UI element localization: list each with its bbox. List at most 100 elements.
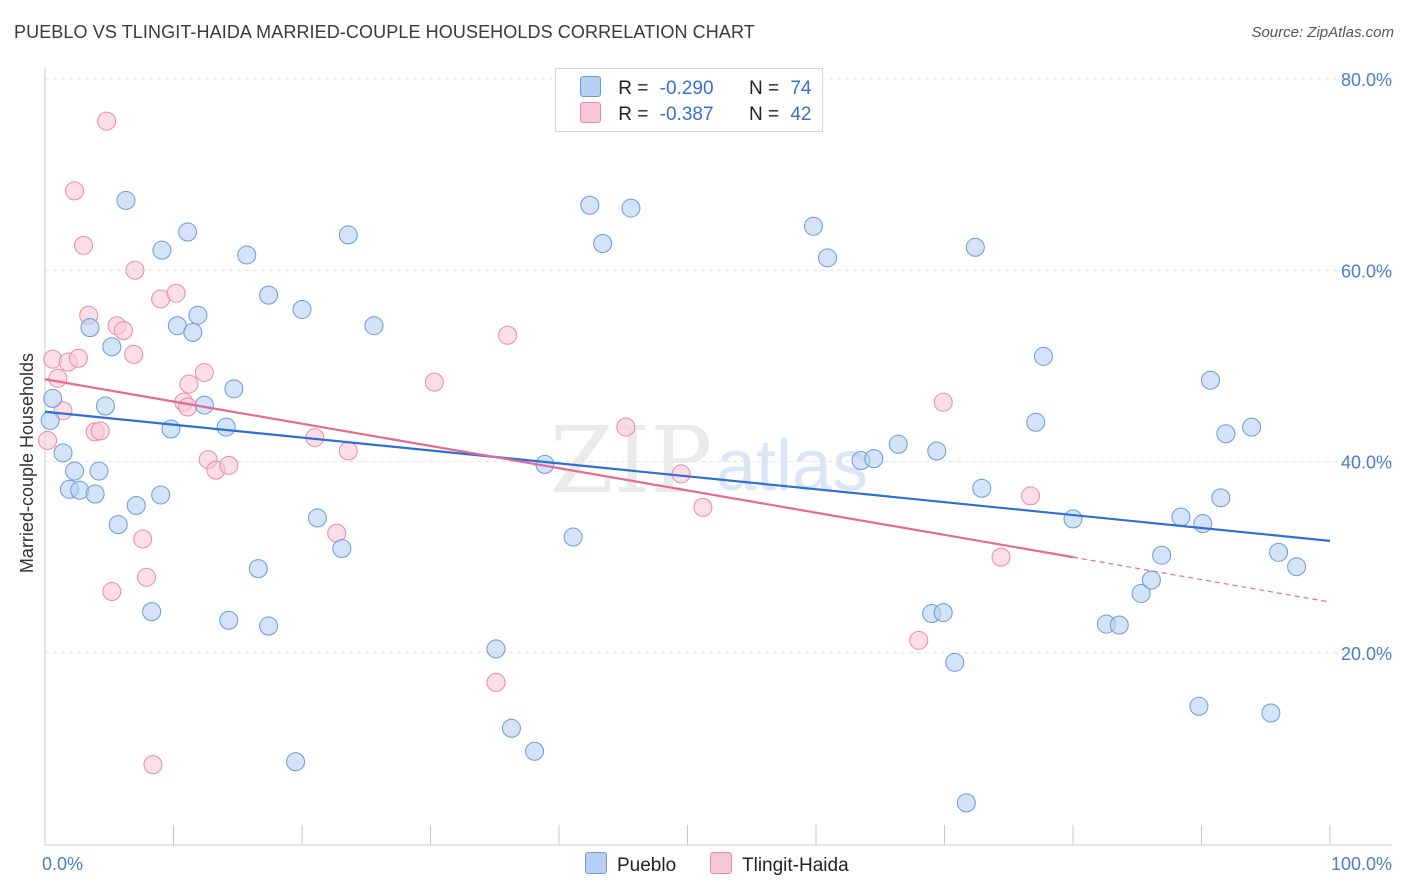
tlingit-haida-point (424, 372, 444, 392)
pueblo-point (102, 337, 122, 357)
pueblo-point (1261, 703, 1281, 723)
legend-row-pueblo: R = -0.290 N = 74 (580, 76, 811, 102)
axis-ticks (173, 825, 1331, 845)
y-tick-label: 20.0% (1341, 644, 1392, 664)
pueblo-point (142, 602, 162, 622)
pueblo-point (927, 441, 947, 461)
pueblo-point (818, 248, 838, 268)
pueblo-point (501, 718, 521, 738)
tlingit-haida-point (53, 401, 73, 421)
pueblo-point (259, 616, 279, 636)
x-tick-label-min: 0.0% (42, 854, 83, 874)
y-tick-label: 80.0% (1341, 70, 1392, 90)
tlingit-haida-point (693, 497, 713, 517)
pueblo-point (126, 495, 146, 515)
tlingit-haida-point (90, 421, 110, 441)
tlingit-haida-point (113, 320, 133, 340)
pueblo-point (1287, 557, 1307, 577)
pueblo-legend-swatch (585, 852, 607, 874)
tlingit-haida-point (909, 630, 929, 650)
legend-n-label: N = (748, 78, 780, 99)
tlingit-haida-point (65, 181, 85, 201)
tlingit-haida-point (1021, 486, 1041, 506)
tlingit-haida-point (124, 344, 144, 364)
pueblo-point (1063, 509, 1083, 529)
pueblo-point (580, 195, 600, 215)
tlingit-haida-point (133, 529, 153, 549)
pueblo-point (224, 379, 244, 399)
tlingit-haida-swatch (580, 102, 601, 123)
pueblo-point (1033, 346, 1053, 366)
trend-lines (44, 378, 1331, 603)
tlingit-haida-point (43, 349, 63, 369)
pueblo-point (803, 216, 823, 236)
pueblo-point (972, 478, 992, 498)
pueblo-swatch (580, 76, 601, 97)
tlingit-haida-points (38, 111, 1041, 775)
pueblo-point (1216, 424, 1236, 444)
tlingit-haida-point (166, 283, 186, 303)
tlingit-haida-point (137, 567, 157, 587)
pueblo-point (1242, 417, 1262, 437)
pueblo-point (1189, 696, 1209, 716)
pueblo-point (286, 752, 306, 772)
tlingit-haida-point (38, 430, 58, 450)
correlation-legend: R = -0.290 N = 74 R = -0.387 N = 42 (555, 68, 823, 132)
tlingit-haida-point (143, 755, 163, 775)
tlingit-haida-point (102, 582, 122, 602)
pueblo-point (116, 190, 136, 210)
pueblo-point (188, 305, 208, 325)
pueblo-point (864, 449, 884, 469)
gridlines (45, 78, 1392, 654)
y-tick-label: 40.0% (1341, 453, 1392, 473)
watermark: ZIP atlas (550, 407, 868, 514)
pueblo-point (593, 233, 613, 253)
pueblo-point (1141, 570, 1161, 590)
pueblo-point (53, 443, 73, 463)
pueblo-point (307, 508, 327, 528)
pueblo-point (1200, 370, 1220, 390)
pueblo-point (525, 741, 545, 761)
pueblo-point (85, 484, 105, 504)
legend-r-value-pueblo: -0.290 (659, 78, 714, 99)
legend-r-label: R = (618, 104, 649, 125)
tlingit-haida-trend-line (44, 378, 1074, 559)
pueblo-point (956, 793, 976, 813)
legend-n-value-pueblo: 74 (790, 78, 812, 99)
pueblo-point (292, 299, 312, 319)
pueblo-point (152, 240, 172, 260)
pueblo-point (945, 652, 965, 672)
pueblo-point (1131, 583, 1151, 603)
pueblo-point (1026, 412, 1046, 432)
axis-labels: 20.0% 40.0% 60.0% 80.0% 0.0% 100.0% Married-co… (17, 70, 1392, 874)
pueblo-point (248, 559, 268, 579)
pueblo-point (1193, 514, 1213, 534)
pueblo-point (965, 237, 985, 257)
pueblo-point (40, 410, 60, 430)
legend-r-label: R = (618, 78, 649, 99)
tlingit-haida-point (68, 348, 88, 368)
tlingit-haida-point (178, 397, 198, 417)
y-axis-title: Married-couple Households (17, 353, 37, 573)
tlingit-haida-trend-extension (1072, 556, 1331, 603)
legend-n-label: N = (748, 104, 780, 125)
tlingit-haida-point (125, 260, 145, 280)
pueblo-point (933, 603, 953, 623)
axes (44, 68, 1392, 846)
pueblo-point (1152, 545, 1172, 565)
tlingit-haida-point (486, 672, 506, 692)
pueblo-point (364, 316, 384, 336)
pueblo-point (80, 318, 100, 338)
tlingit-haida-point (616, 417, 636, 437)
pueblo-trend-line (44, 410, 1331, 542)
pueblo-point (65, 461, 85, 481)
tlingit-haida-point (97, 111, 117, 131)
pueblo-point (1171, 507, 1191, 527)
tlingit-haida-point (74, 235, 94, 255)
pueblo-point (563, 527, 583, 547)
tlingit-haida-point (219, 455, 239, 475)
tlingit-haida-legend-label: Tlingit-Haida (742, 855, 849, 876)
pueblo-point (95, 396, 115, 416)
pueblo-points (40, 190, 1307, 813)
pueblo-point (259, 285, 279, 305)
